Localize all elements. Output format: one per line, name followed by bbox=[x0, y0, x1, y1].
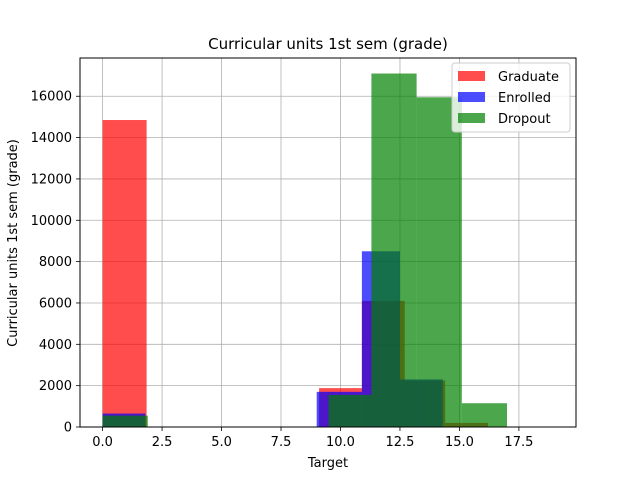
y-tick-label: 6000 bbox=[39, 296, 72, 311]
x-axis-label: Target bbox=[307, 456, 348, 471]
x-tick-label: 15.0 bbox=[445, 435, 474, 450]
y-tick-label: 2000 bbox=[39, 379, 72, 394]
y-tick-label: 14000 bbox=[31, 131, 72, 146]
legend-swatch-enrolled bbox=[458, 92, 485, 102]
dropout-bar bbox=[461, 403, 508, 427]
y-axis-ticks: 0 2000 4000 6000 8000 10000 12000 14000 16000 bbox=[31, 90, 80, 436]
y-tick-label: 16000 bbox=[31, 90, 72, 105]
x-tick-label: 10.0 bbox=[326, 435, 355, 450]
dropout-bar bbox=[102, 415, 148, 427]
x-tick-label: 0.0 bbox=[92, 435, 113, 450]
plot-frame bbox=[79, 57, 577, 428]
dropout-bar bbox=[416, 97, 462, 427]
bars bbox=[102, 73, 508, 427]
chart-title: Curricular units 1st sem (grade) bbox=[208, 35, 448, 53]
y-axis-label: Curricular units 1st sem (grade) bbox=[6, 139, 21, 347]
dropout-bar bbox=[371, 73, 417, 427]
y-tick-label: 4000 bbox=[39, 338, 72, 353]
graduate-bar bbox=[102, 120, 147, 427]
legend: Graduate Enrolled Dropout bbox=[451, 62, 571, 133]
legend-label-dropout: Dropout bbox=[498, 112, 551, 127]
x-tick-label: 2.5 bbox=[152, 435, 173, 450]
legend-label-graduate: Graduate bbox=[498, 70, 559, 85]
x-axis-ticks: 0.0 2.5 5.0 7.5 10.0 12.5 15.0 17.5 bbox=[92, 427, 533, 450]
legend-label-enrolled: Enrolled bbox=[498, 91, 551, 106]
y-tick-label: 0 bbox=[64, 421, 72, 436]
x-tick-label: 5.0 bbox=[211, 435, 232, 450]
dropout-bar bbox=[328, 394, 372, 427]
y-tick-label: 12000 bbox=[31, 172, 72, 187]
x-tick-label: 7.5 bbox=[271, 435, 292, 450]
y-tick-label: 8000 bbox=[39, 255, 72, 270]
y-tick-label: 10000 bbox=[31, 214, 72, 229]
x-tick-label: 12.5 bbox=[385, 435, 414, 450]
x-tick-label: 17.5 bbox=[504, 435, 533, 450]
legend-swatch-dropout bbox=[458, 113, 485, 123]
legend-swatch-graduate bbox=[458, 71, 485, 81]
